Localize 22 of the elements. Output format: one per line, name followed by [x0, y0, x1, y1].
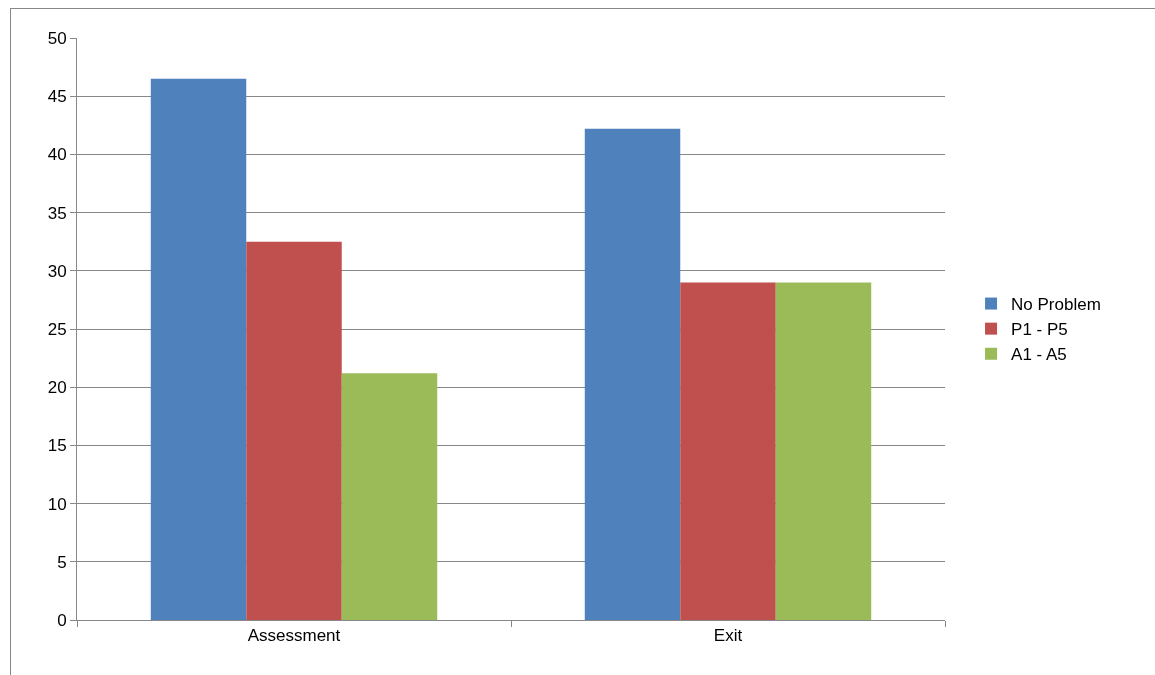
bar — [246, 241, 342, 620]
legend-label: A1 - A5 — [1011, 345, 1067, 365]
y-tick-label: 5 — [57, 552, 67, 572]
y-tick-label: 35 — [47, 203, 67, 223]
bar — [775, 282, 872, 620]
y-tick-label: 10 — [47, 494, 67, 514]
y-tick-label: 20 — [47, 378, 67, 398]
x-tick-label: Exit — [713, 626, 743, 646]
legend-label: No Problem — [1011, 295, 1101, 315]
bar — [150, 78, 247, 620]
bar — [584, 128, 681, 620]
x-tick-label: Assessment — [247, 626, 341, 646]
y-tick-label: 0 — [57, 610, 67, 630]
y-tick-label: 30 — [47, 261, 67, 281]
legend-label: P1 - P5 — [1011, 320, 1068, 340]
y-tick-label: 40 — [47, 145, 67, 165]
y-tick-label: 15 — [47, 436, 67, 456]
y-tick-label: 50 — [47, 28, 67, 48]
y-tick-label: 25 — [47, 319, 67, 339]
bar — [680, 282, 776, 620]
bar — [341, 373, 438, 620]
y-tick-label: 45 — [47, 87, 67, 107]
